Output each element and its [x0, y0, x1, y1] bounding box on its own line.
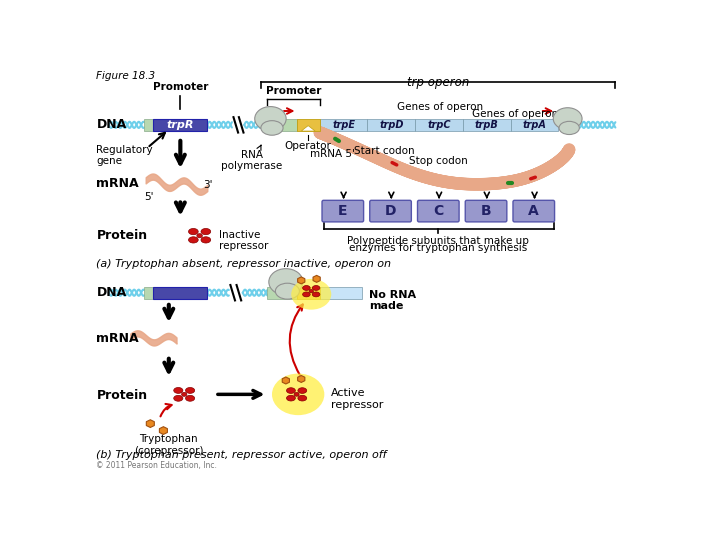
Text: Promoter: Promoter	[153, 82, 208, 92]
Ellipse shape	[255, 106, 286, 131]
Ellipse shape	[287, 388, 295, 394]
Ellipse shape	[201, 237, 211, 243]
Ellipse shape	[174, 388, 183, 393]
Text: No RNA
made: No RNA made	[369, 289, 416, 311]
Ellipse shape	[309, 289, 313, 293]
Ellipse shape	[189, 237, 198, 243]
Text: E: E	[338, 204, 348, 218]
Text: Tryptophan
(corepressor): Tryptophan (corepressor)	[134, 434, 204, 456]
Ellipse shape	[559, 122, 580, 134]
Polygon shape	[297, 375, 305, 382]
Text: trpD: trpD	[379, 120, 404, 130]
FancyBboxPatch shape	[267, 119, 297, 131]
Ellipse shape	[302, 286, 310, 291]
Text: Active
repressor: Active repressor	[330, 388, 383, 410]
Text: Promoter: Promoter	[266, 86, 321, 96]
Text: (a) Tryptophan absent, repressor inactive, operon on: (a) Tryptophan absent, repressor inactiv…	[96, 259, 392, 269]
Text: Polypeptide subunits that make up: Polypeptide subunits that make up	[347, 236, 529, 246]
FancyBboxPatch shape	[463, 119, 510, 131]
FancyBboxPatch shape	[367, 119, 415, 131]
Text: trpA: trpA	[523, 120, 546, 130]
Text: © 2011 Pearson Education, Inc.: © 2011 Pearson Education, Inc.	[96, 461, 217, 470]
Text: RNA
polymerase: RNA polymerase	[221, 150, 282, 171]
FancyBboxPatch shape	[465, 200, 507, 222]
Ellipse shape	[302, 292, 310, 297]
Text: trpE: trpE	[332, 120, 355, 130]
Ellipse shape	[174, 395, 183, 401]
Text: Figure 18.3: Figure 18.3	[96, 71, 156, 81]
Ellipse shape	[294, 393, 299, 396]
FancyBboxPatch shape	[510, 119, 559, 131]
Text: A: A	[528, 204, 539, 218]
FancyBboxPatch shape	[415, 119, 463, 131]
FancyBboxPatch shape	[153, 287, 207, 299]
Ellipse shape	[291, 279, 331, 309]
Text: trpC: trpC	[428, 120, 451, 130]
Ellipse shape	[287, 395, 295, 401]
Text: DNA: DNA	[96, 286, 127, 299]
Ellipse shape	[298, 395, 307, 401]
Ellipse shape	[261, 120, 283, 135]
Polygon shape	[146, 420, 154, 428]
FancyBboxPatch shape	[322, 200, 364, 222]
Text: Stop codon: Stop codon	[409, 156, 468, 166]
Text: C: C	[433, 204, 444, 218]
Ellipse shape	[269, 269, 303, 295]
FancyBboxPatch shape	[370, 200, 411, 222]
Text: (b) Tryptophan present, repressor active, operon off: (b) Tryptophan present, repressor active…	[96, 450, 387, 460]
Ellipse shape	[197, 234, 202, 238]
Text: mRNA: mRNA	[96, 332, 139, 345]
Ellipse shape	[186, 388, 194, 393]
FancyBboxPatch shape	[267, 287, 297, 299]
Text: 3': 3'	[204, 180, 213, 190]
Text: Inactive
repressor: Inactive repressor	[219, 230, 269, 251]
FancyBboxPatch shape	[418, 200, 459, 222]
FancyBboxPatch shape	[513, 200, 554, 222]
Ellipse shape	[181, 393, 186, 396]
Ellipse shape	[186, 395, 194, 401]
Text: mRNA 5': mRNA 5'	[310, 149, 354, 159]
Ellipse shape	[272, 374, 324, 415]
Ellipse shape	[189, 228, 198, 235]
Ellipse shape	[312, 286, 320, 291]
Ellipse shape	[312, 292, 320, 297]
Text: Start codon: Start codon	[354, 146, 414, 156]
FancyBboxPatch shape	[297, 119, 320, 131]
FancyBboxPatch shape	[297, 287, 320, 299]
Text: 5': 5'	[144, 192, 153, 202]
Text: D: D	[384, 204, 396, 218]
Text: enzymes for tryptophan synthesis: enzymes for tryptophan synthesis	[349, 242, 528, 253]
FancyBboxPatch shape	[144, 119, 153, 131]
Text: B: B	[481, 204, 491, 218]
Text: Operator: Operator	[284, 141, 332, 151]
Text: Genes of operon: Genes of operon	[397, 102, 483, 112]
Text: DNA: DNA	[96, 118, 127, 131]
Polygon shape	[313, 275, 320, 282]
FancyBboxPatch shape	[320, 119, 367, 131]
Polygon shape	[159, 427, 168, 434]
Text: trpB: trpB	[475, 120, 499, 130]
Ellipse shape	[553, 107, 582, 130]
Polygon shape	[297, 277, 305, 284]
Ellipse shape	[201, 228, 211, 235]
Ellipse shape	[275, 283, 300, 299]
Text: Protein: Protein	[96, 230, 148, 242]
Ellipse shape	[298, 388, 307, 394]
Text: Protein: Protein	[96, 389, 148, 402]
Text: trp operon: trp operon	[407, 76, 469, 89]
Text: Regulatory
gene: Regulatory gene	[96, 145, 153, 166]
Text: trpR: trpR	[166, 120, 194, 130]
FancyBboxPatch shape	[144, 287, 153, 299]
Text: mRNA: mRNA	[96, 177, 139, 190]
Polygon shape	[301, 126, 315, 131]
FancyBboxPatch shape	[320, 287, 362, 299]
Polygon shape	[282, 377, 289, 384]
FancyBboxPatch shape	[153, 119, 207, 131]
Text: Genes of operon: Genes of operon	[472, 110, 559, 119]
